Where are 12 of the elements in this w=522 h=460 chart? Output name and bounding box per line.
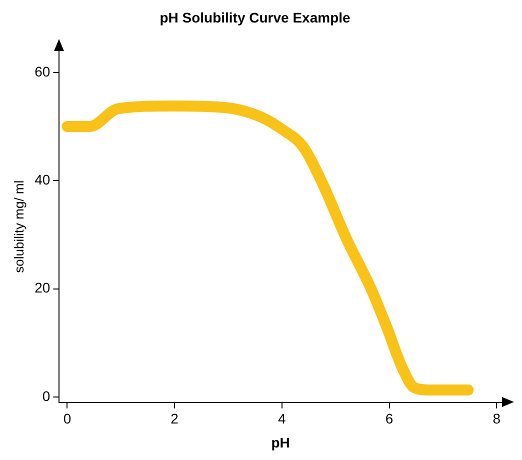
y-tick-label: 40 bbox=[34, 171, 50, 188]
y-tick-label: 60 bbox=[34, 63, 50, 80]
y-tick-label: 20 bbox=[34, 280, 50, 296]
x-tick-label: 6 bbox=[385, 410, 394, 427]
y-axis-title: solubility mg/ ml bbox=[11, 180, 26, 273]
x-tick-label: 0 bbox=[63, 410, 72, 427]
y-tick-label: 0 bbox=[42, 388, 50, 404]
x-tick-label: 4 bbox=[278, 410, 286, 427]
x-tick-label: 8 bbox=[492, 410, 501, 427]
x-axis-title: pH bbox=[271, 434, 290, 450]
x-tick-label: 2 bbox=[170, 410, 179, 427]
chart-title: pH Solubility Curve Example bbox=[160, 9, 351, 26]
